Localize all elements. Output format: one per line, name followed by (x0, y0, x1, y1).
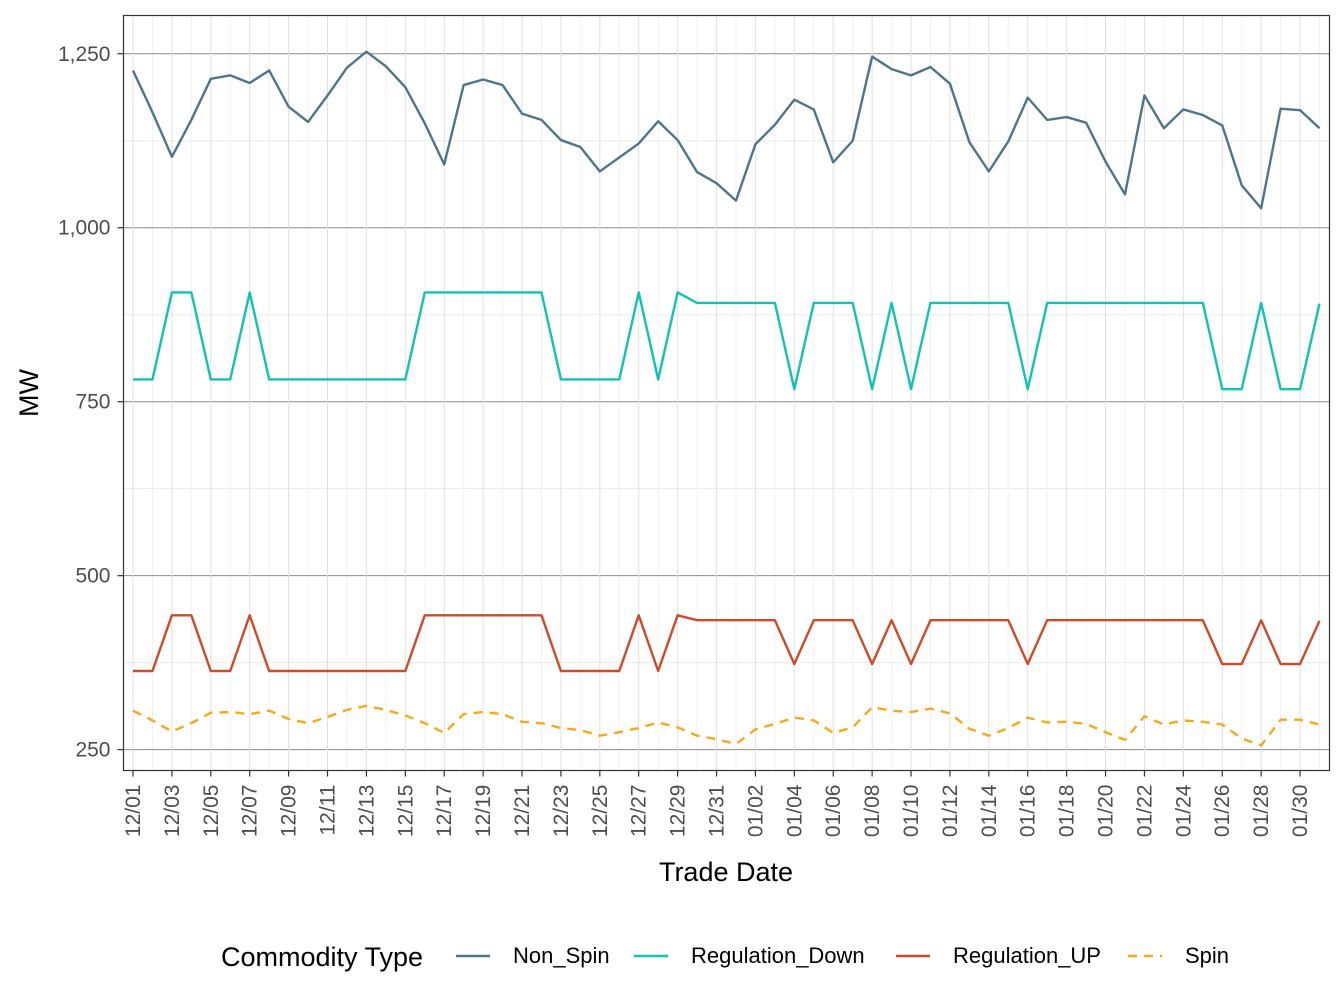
x-tick-label: 12/07 (239, 785, 262, 838)
major-gridlines (123, 15, 1330, 771)
x-tick-label: 01/08 (861, 785, 884, 838)
x-tick-label: 01/30 (1289, 785, 1312, 838)
x-tick-label: 12/03 (161, 785, 184, 838)
legend-label-regulation-down: Regulation_Down (691, 943, 865, 968)
x-tick-label: 12/27 (628, 785, 651, 838)
x-tick-label: 12/13 (355, 785, 378, 838)
x-tick-label: 01/24 (1172, 784, 1195, 837)
y-tick-label: 1,000 (58, 217, 111, 240)
x-tick-label: 01/06 (822, 785, 845, 838)
x-tick-label: 12/29 (667, 785, 690, 838)
series-line-regulation-down (133, 291, 1321, 391)
series-lines (131, 50, 1321, 747)
x-tick-label: 12/17 (433, 785, 456, 838)
x-tick-label: 12/23 (550, 785, 573, 838)
x-tick-label: 01/02 (744, 785, 767, 838)
x-tick-label: 12/15 (394, 785, 417, 838)
plot-panel-border (122, 14, 1331, 772)
x-axis: 12/01 12/03 12/05 12/07 12/09 12/11 12/13 12/15… (122, 770, 1312, 838)
y-axis-title: MW (14, 369, 44, 417)
x-tick-label: 01/18 (1056, 785, 1079, 838)
x-tick-label: 01/10 (900, 785, 923, 838)
legend-label-non-spin: Non_Spin (513, 943, 610, 968)
series-line-non-spin (131, 50, 1321, 210)
legend-label-regulation-up: Regulation_UP (953, 943, 1101, 968)
x-tick-label: 12/09 (278, 785, 301, 838)
y-tick-label: 500 (75, 565, 110, 588)
series-line-spin (132, 704, 1320, 747)
x-tick-label: 12/05 (200, 785, 223, 838)
legend-label-spin: Spin (1185, 943, 1229, 968)
x-axis-title: Trade Date (659, 857, 793, 887)
series-line-regulation-up (133, 614, 1321, 673)
x-tick-label: 01/16 (1017, 785, 1040, 838)
y-tick-label: 250 (75, 739, 110, 762)
x-tick-label: 01/12 (939, 785, 962, 838)
legend-title: Commodity Type (221, 942, 423, 972)
y-axis: 250 500 750 1,000 1,250 (58, 43, 124, 762)
x-tick-label: 12/31 (706, 785, 729, 838)
x-tick-label: 01/22 (1133, 785, 1156, 838)
legend: Commodity Type Non_Spin Regulation_Down Re… (221, 942, 1229, 972)
x-tick-label: 12/19 (472, 785, 495, 838)
y-tick-label: 750 (75, 391, 110, 414)
x-tick-label: 12/21 (511, 785, 534, 838)
x-tick-label: 01/04 (783, 784, 806, 837)
x-tick-label: 12/25 (589, 785, 612, 838)
x-tick-label: 01/14 (978, 784, 1001, 837)
y-tick-label: 1,250 (58, 43, 111, 66)
x-tick-label: 01/20 (1095, 785, 1118, 838)
x-tick-label: 01/28 (1250, 785, 1273, 838)
minor-gridlines (123, 15, 1330, 771)
x-tick-label: 12/01 (122, 785, 145, 838)
x-tick-label: 01/26 (1211, 785, 1234, 838)
x-tick-label: 12/11 (317, 785, 340, 836)
